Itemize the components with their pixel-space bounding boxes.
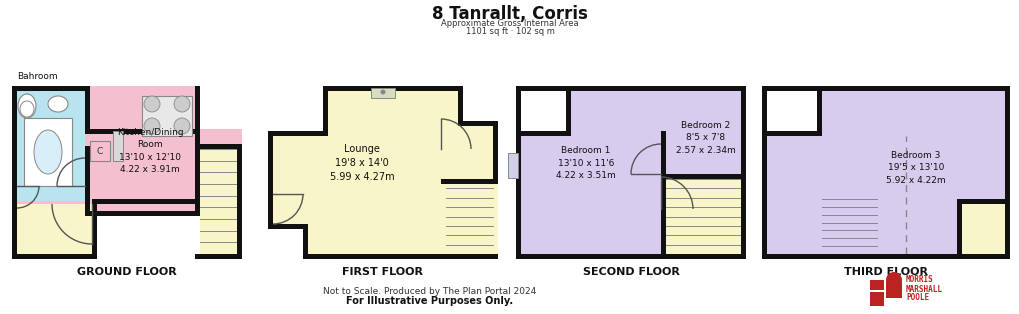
Bar [323,86,328,136]
Bar [660,174,745,179]
Bar [516,86,566,131]
Text: Not to Scale. Produced by The Plan Portal 2024: Not to Scale. Produced by The Plan Porta… [323,288,536,296]
Bar [113,131,123,161]
Bar [458,86,463,126]
Bar [445,179,497,259]
Text: MORRIS: MORRIS [905,275,932,284]
Ellipse shape [34,130,62,174]
Bar [761,131,821,136]
Bar [12,86,85,201]
Text: SECOND FLOOR: SECOND FLOOR [582,267,679,277]
Bar [956,199,961,259]
Bar [458,121,497,126]
Bar [195,86,200,216]
Bar [869,292,883,306]
Bar [761,86,1009,259]
Bar [886,282,901,298]
Bar [85,211,200,216]
Bar [516,86,521,259]
Circle shape [144,96,160,112]
Bar [92,199,195,204]
Bar [268,229,303,259]
Bar [85,86,90,134]
Bar [12,204,92,259]
Bar [303,224,308,259]
Bar [12,86,90,91]
Bar [12,86,17,259]
Bar [440,254,497,259]
Bar [816,86,821,136]
Circle shape [380,89,385,95]
Circle shape [174,118,190,134]
Bar [268,86,497,259]
Text: POOLE: POOLE [905,294,928,302]
Bar [665,86,745,174]
Bar [85,129,200,134]
Text: Bahroom: Bahroom [17,72,57,81]
Bar [236,144,242,259]
Bar [440,179,497,184]
Bar [268,131,273,229]
Bar [869,280,883,290]
Text: FIRST FLOOR: FIRST FLOOR [342,267,423,277]
Bar [492,121,497,179]
Text: C: C [97,147,103,155]
Bar [507,153,518,178]
Bar [303,254,440,259]
Bar [961,204,1009,259]
Bar [142,96,192,136]
Bar [761,86,816,131]
Bar [761,254,1009,259]
Bar [1004,86,1009,259]
Circle shape [886,272,901,288]
Bar [566,86,571,136]
Bar [12,86,200,216]
Bar [268,224,308,229]
Text: Kitchen/Dining
Room
13'10 x 12'10
4.22 x 3.91m: Kitchen/Dining Room 13'10 x 12'10 4.22 x… [116,128,183,174]
Bar [200,144,242,259]
Ellipse shape [48,96,68,112]
Bar [371,88,394,98]
Text: 1101 sq ft · 102 sq m: 1101 sq ft · 102 sq m [465,26,554,35]
Ellipse shape [20,101,34,117]
Bar [90,141,110,161]
Bar [268,86,323,131]
Text: Bedroom 2
8'5 x 7'8
2.57 x 2.34m: Bedroom 2 8'5 x 7'8 2.57 x 2.34m [676,121,735,155]
Text: Approximate Gross Internal Area: Approximate Gross Internal Area [441,19,578,29]
Bar [200,129,242,144]
Text: 8 Tanrallt, Corris: 8 Tanrallt, Corris [432,5,587,23]
Bar [92,199,97,259]
Bar [516,131,571,136]
Bar [966,234,1004,254]
Bar [12,86,85,91]
Bar [516,86,745,91]
Ellipse shape [18,94,36,118]
Bar [85,146,90,216]
Bar [268,131,328,136]
Circle shape [144,118,160,134]
Bar [665,174,745,259]
Bar [761,86,1009,91]
Bar [24,118,72,186]
Bar [660,131,665,259]
Text: Lounge
19'8 x 14'0
5.99 x 4.27m: Lounge 19'8 x 14'0 5.99 x 4.27m [329,144,394,182]
Text: Bedroom 1
13'10 x 11'6
4.22 x 3.51m: Bedroom 1 13'10 x 11'6 4.22 x 3.51m [555,146,615,180]
Text: MARSHALL: MARSHALL [905,284,943,294]
Bar [323,86,463,91]
Bar [463,86,497,121]
Bar [195,254,242,259]
Bar [761,86,766,259]
Bar [516,254,745,259]
Text: For Illustrative Purposes Only.: For Illustrative Purposes Only. [346,296,513,306]
Circle shape [174,96,190,112]
Bar [12,254,97,259]
Bar [740,86,745,259]
Text: Bedroom 3
19'5 x 13'10
5.92 x 4.22m: Bedroom 3 19'5 x 13'10 5.92 x 4.22m [886,151,945,185]
Bar [195,144,242,149]
Text: GROUND FLOOR: GROUND FLOOR [77,267,176,277]
Text: THIRD FLOOR: THIRD FLOOR [843,267,927,277]
Bar [516,86,745,259]
Bar [956,199,1009,204]
